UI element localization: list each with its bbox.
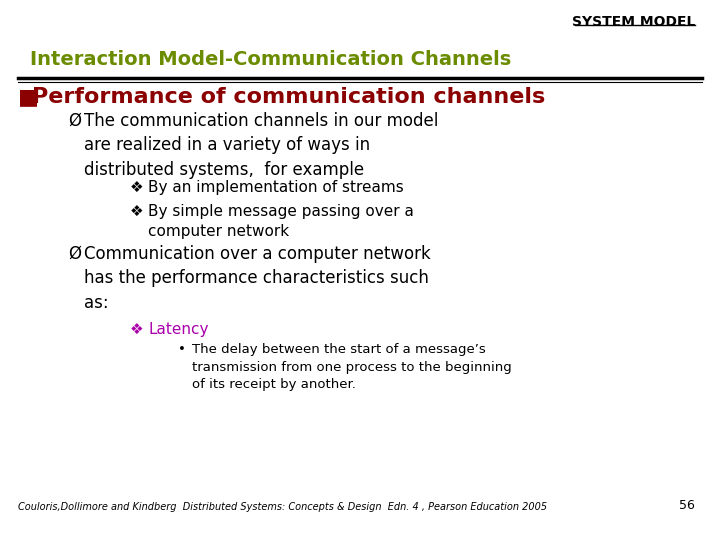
- Text: Latency: Latency: [148, 322, 209, 337]
- Text: 56: 56: [679, 499, 695, 512]
- Text: Ø: Ø: [68, 245, 81, 263]
- Text: ❖: ❖: [130, 204, 143, 219]
- Text: By an implementation of streams: By an implementation of streams: [148, 180, 404, 195]
- Text: •: •: [178, 343, 186, 356]
- Text: Performance of communication channels: Performance of communication channels: [32, 87, 545, 107]
- Text: Interaction Model-Communication Channels: Interaction Model-Communication Channels: [30, 50, 511, 69]
- Text: ■: ■: [18, 87, 39, 107]
- Text: The communication channels in our model
are realized in a variety of ways in
dis: The communication channels in our model …: [84, 112, 438, 179]
- Text: The delay between the start of a message’s
transmission from one process to the : The delay between the start of a message…: [192, 343, 512, 391]
- Text: ❖: ❖: [130, 180, 143, 195]
- Text: SYSTEM MODEL: SYSTEM MODEL: [572, 15, 695, 29]
- Text: Communication over a computer network
has the performance characteristics such
a: Communication over a computer network ha…: [84, 245, 431, 312]
- Text: By simple message passing over a
computer network: By simple message passing over a compute…: [148, 204, 414, 239]
- Text: ❖: ❖: [130, 322, 143, 337]
- Text: Couloris,Dollimore and Kindberg  Distributed Systems: Concepts & Design  Edn. 4 : Couloris,Dollimore and Kindberg Distribu…: [18, 502, 547, 512]
- Text: Ø: Ø: [68, 112, 81, 130]
